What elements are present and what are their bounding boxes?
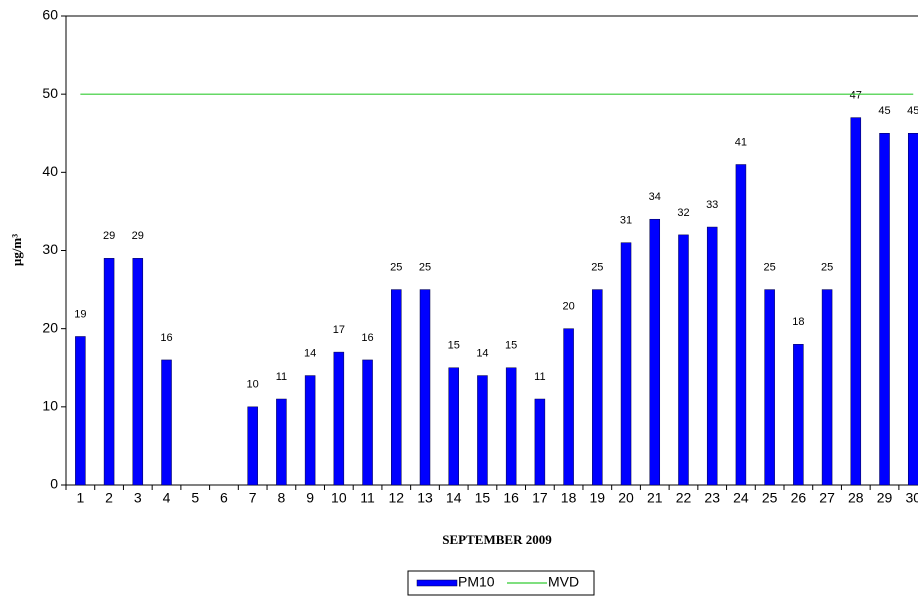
bar: [850, 117, 862, 486]
x-tick-label: 15: [475, 490, 491, 506]
bar: [161, 359, 172, 486]
bar: [276, 398, 287, 486]
value-label: 15: [505, 340, 517, 352]
value-label: 25: [591, 261, 603, 273]
x-tick-label: 5: [191, 490, 199, 506]
legend-label: PM10: [458, 574, 495, 590]
x-tick-label: 21: [647, 490, 663, 506]
bar: [879, 133, 890, 486]
value-label: 14: [476, 347, 488, 359]
value-label: 16: [160, 332, 172, 344]
value-label: 25: [419, 261, 431, 273]
value-label: 20: [562, 301, 574, 313]
bar: [534, 398, 546, 486]
bar: [448, 367, 459, 486]
x-tick-label: 8: [278, 490, 286, 506]
value-label: 25: [764, 261, 776, 273]
bar: [563, 328, 574, 486]
bar: [247, 406, 258, 486]
x-tick-label: 2: [105, 490, 113, 506]
bar: [75, 336, 86, 486]
x-tick-label: 22: [676, 490, 692, 506]
bar: [477, 375, 488, 486]
y-tick-label: 30: [42, 241, 58, 257]
bar: [132, 258, 144, 486]
bar: [333, 351, 345, 486]
y-tick-label: 60: [42, 7, 58, 23]
x-tick-label: 18: [561, 490, 577, 506]
value-label: 33: [706, 199, 718, 211]
bar: [907, 133, 918, 486]
value-label: 31: [620, 215, 632, 227]
value-label: 10: [247, 379, 259, 391]
x-tick-label: 28: [848, 490, 864, 506]
x-tick-label: 30: [905, 490, 918, 506]
value-label: 16: [361, 332, 373, 344]
value-label: 17: [333, 324, 345, 336]
value-label: 45: [907, 105, 918, 117]
x-tick-label: 1: [76, 490, 84, 506]
value-label: 14: [304, 347, 316, 359]
value-label: 11: [534, 371, 545, 383]
x-tick-label: 9: [306, 490, 314, 506]
value-label: 45: [878, 105, 890, 117]
x-tick-label: 13: [417, 490, 433, 506]
value-label: 29: [132, 230, 144, 242]
legend-label: MVD: [548, 574, 579, 590]
bar: [821, 289, 833, 486]
value-label: 25: [390, 261, 402, 273]
x-tick-label: 20: [618, 490, 634, 506]
y-tick-label: 20: [42, 319, 58, 335]
x-tick-label: 24: [733, 490, 749, 506]
x-tick-label: 25: [762, 490, 778, 506]
bar: [735, 164, 747, 486]
x-tick-label: 11: [360, 490, 375, 506]
value-label: 29: [103, 230, 115, 242]
x-tick-label: 10: [331, 490, 347, 506]
x-tick-label: 3: [134, 490, 142, 506]
x-tick-label: 23: [704, 490, 720, 506]
value-label: 32: [677, 207, 689, 219]
value-label: 15: [448, 340, 460, 352]
x-tick-label: 12: [388, 490, 404, 506]
x-axis-title: SEPTEMBER 2009: [442, 532, 552, 547]
x-tick-label: 16: [503, 490, 519, 506]
bar: [362, 359, 373, 486]
bar: [391, 289, 402, 486]
legend-swatch: [416, 579, 458, 587]
bar: [103, 258, 115, 486]
bar: [706, 226, 718, 486]
x-tick-label: 14: [446, 490, 462, 506]
x-tick-label: 17: [532, 490, 548, 506]
bar: [620, 242, 632, 486]
y-tick-label: 40: [42, 163, 58, 179]
y-tick-label: 10: [42, 398, 58, 414]
bar: [678, 234, 689, 486]
x-tick-label: 19: [590, 490, 606, 506]
bar: [592, 289, 603, 486]
value-label: 11: [276, 371, 287, 383]
bar: [649, 218, 661, 486]
x-tick-label: 6: [220, 490, 228, 506]
bar: [304, 375, 316, 486]
value-label: 47: [850, 90, 862, 102]
value-label: 41: [735, 136, 747, 148]
value-label: 25: [821, 261, 833, 273]
bar: [419, 289, 431, 486]
value-label: 19: [74, 308, 86, 320]
x-tick-label: 4: [163, 490, 171, 506]
bar: [505, 367, 517, 486]
bar: [793, 344, 804, 486]
value-label: 18: [792, 316, 804, 328]
value-label: 34: [649, 191, 661, 203]
x-tick-label: 26: [791, 490, 807, 506]
y-axis-title: µg/m³: [9, 234, 24, 266]
x-tick-label: 27: [819, 490, 835, 506]
y-tick-label: 50: [42, 85, 58, 101]
x-tick-label: 29: [877, 490, 893, 506]
bar: [764, 289, 775, 486]
y-tick-label: 0: [50, 476, 58, 492]
x-tick-label: 7: [249, 490, 257, 506]
